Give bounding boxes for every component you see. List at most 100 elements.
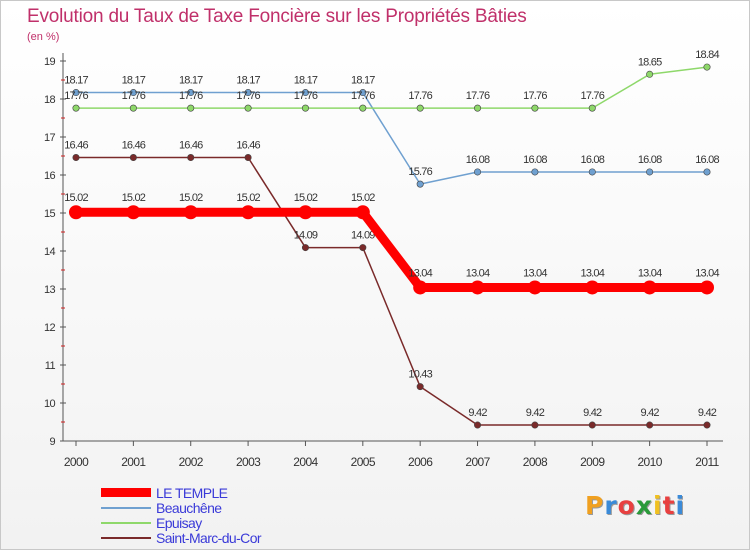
data-label: 18.17 [122,75,146,87]
y-tick-label: 14 [44,246,56,258]
data-label: 16.08 [638,154,662,166]
data-point [646,70,654,78]
data-point [703,421,711,429]
data-point [416,104,424,112]
data-point [72,154,80,162]
data-point [642,280,657,295]
data-point [183,205,198,220]
y-tick-label: 11 [45,360,56,372]
data-label: 13.04 [581,267,605,279]
logo-letter: i [675,491,686,520]
data-point [244,89,252,97]
legend-label: LE TEMPLE [156,484,228,501]
data-label: 15.02 [64,192,88,204]
legend-label: Beauchêne [156,499,222,516]
y-axis-unit: (en %) [27,31,60,43]
data-label: 9.42 [526,407,545,419]
data-point [588,104,596,112]
data-point [703,63,711,71]
x-tick-label: 2004 [293,455,318,469]
x-tick-label: 2009 [580,455,605,469]
data-label: 17.76 [236,90,260,102]
data-label: 9.42 [583,407,602,419]
data-label: 17.76 [581,90,605,102]
y-tick-label: 18 [44,94,56,106]
data-label: 18.84 [695,49,719,61]
data-point [301,104,309,112]
data-label: 16.08 [695,154,719,166]
data-label: 18.17 [236,75,260,87]
data-point [126,205,141,220]
x-tick-label: 2000 [64,455,89,469]
data-point [241,205,256,220]
data-point [588,421,596,429]
logo-letter: i [653,491,663,520]
data-point [359,89,367,97]
data-point [129,154,137,162]
data-label: 16.08 [466,154,490,166]
data-label: 16.46 [64,140,88,152]
data-label: 13.04 [638,267,662,279]
logo-letter: P [585,491,605,520]
data-label: 17.76 [408,90,432,102]
data-point [129,104,137,112]
legend-item: Beauchêne [101,499,261,516]
logo-letter: x [635,491,653,520]
x-tick-label: 2003 [236,455,261,469]
series-beauch-ne: 18.17 18.17 18.17 18.17 18.17 18.17 15.76 16.08… [64,75,720,188]
legend-swatch [101,521,151,524]
y-tick-label: 9 [49,436,55,448]
data-label: 18.17 [294,75,318,87]
data-point [416,180,424,188]
data-point [244,104,252,112]
data-point [244,154,252,162]
legend-item: Saint-Marc-du-Cor [101,529,262,546]
y-tick-label: 10 [44,398,56,410]
data-label: 18.17 [351,75,375,87]
data-label: 16.46 [236,140,260,152]
data-point [298,205,313,220]
y-tick-label: 13 [44,284,56,296]
data-label: 18.65 [638,56,662,68]
series-line [75,91,708,185]
data-label: 15.02 [351,192,375,204]
data-point [531,421,539,429]
y-tick-label: 19 [44,56,56,68]
data-label: 17.76 [523,90,547,102]
data-label: 15.02 [294,192,318,204]
data-label: 17.76 [64,90,88,102]
x-tick-label: 2007 [465,455,490,469]
legend-item: Epuisay [101,515,261,531]
legend-label: Saint-Marc-du-Cor [156,529,262,546]
data-point [301,89,309,97]
legend-swatch [101,536,151,539]
x-tick-label: 2002 [179,455,204,469]
data-label: 9.42 [468,407,487,419]
data-point [416,383,424,391]
data-point [585,280,600,295]
data-point [187,89,195,97]
data-label: 13.04 [408,267,432,279]
data-point [646,421,654,429]
series-epuisay: 17.76 17.76 17.76 17.76 17.76 17.76 17.76 17.76… [64,49,720,112]
data-point [700,280,714,295]
data-label: 14.09 [294,230,318,242]
data-label: 17.76 [179,90,203,102]
data-point [474,104,482,112]
data-label: 17.76 [351,90,375,102]
series-line [71,207,712,292]
logo-letter: o [617,491,636,520]
data-point [646,168,654,176]
x-tick-label: 2005 [351,455,376,469]
legend-swatch [101,506,151,509]
data-label: 16.08 [523,154,547,166]
data-point [470,280,485,295]
legend-item: LE TEMPLE [101,484,261,501]
x-tick-label: 2010 [637,455,662,469]
logo-letter: t [662,491,676,520]
legend-swatch [101,488,151,497]
data-label: 16.46 [122,140,146,152]
data-label: 9.42 [698,407,717,419]
data-point [72,104,80,112]
data-point [531,168,539,176]
